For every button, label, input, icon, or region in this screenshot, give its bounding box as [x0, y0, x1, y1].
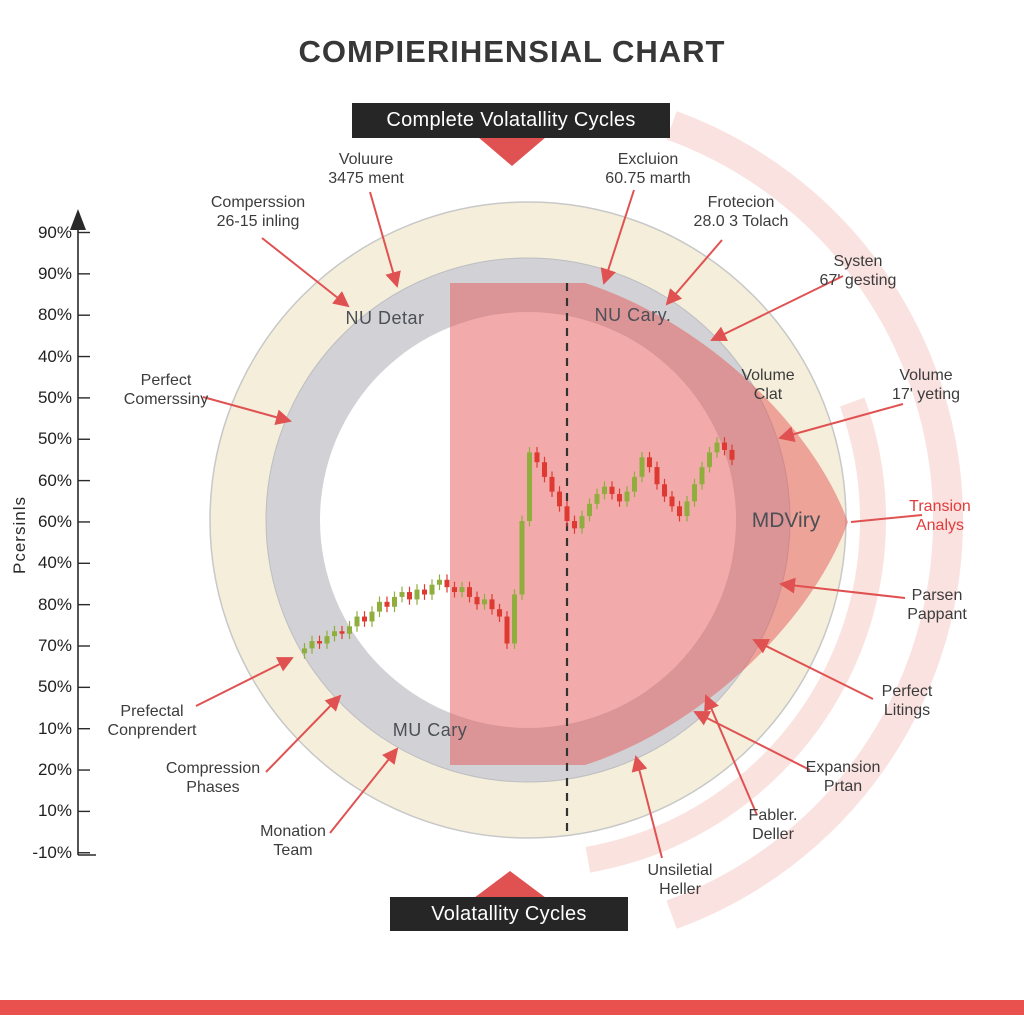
y-tick-label: 90% — [37, 263, 72, 283]
y-tick-label: 80% — [37, 594, 72, 614]
red-arrow — [779, 577, 906, 599]
y-tick-label: 40% — [37, 346, 72, 366]
red-arrow — [752, 639, 874, 700]
red-arrow — [710, 275, 844, 342]
callout-label-parsen-pappant: Parsen Pappant — [907, 587, 967, 624]
callout-label-frotecion: Frotecion 28.0 3 Tolach — [693, 194, 789, 231]
y-tick-label: 50% — [37, 429, 72, 449]
red-arrow — [265, 694, 342, 773]
callout-label-comperssion: Comperssion 26-15 inling — [210, 194, 306, 231]
callout-label-systen: Systen 67' gesting — [819, 253, 897, 290]
y-tick-label: 10% — [37, 718, 72, 738]
bottom-banner-label: Volatallity Cycles — [431, 902, 587, 925]
callout-label-perfect-comerssiny: Perfect Comerssiny — [123, 372, 209, 409]
callout-label-prefectal: Prefectal Conprendert — [107, 703, 197, 740]
callout-arrows — [195, 189, 923, 859]
y-tick-label: -10% — [32, 842, 72, 862]
faint-pink-arcs — [585, 111, 963, 929]
red-arrow — [665, 239, 723, 306]
red-arrow — [850, 514, 923, 523]
red-arrow — [778, 403, 904, 442]
callout-label-expansion-prtan: Expansion Prtan — [805, 759, 881, 796]
red-arrow — [631, 755, 663, 859]
bottom-red-bar — [0, 1000, 1024, 1015]
axis-arrowhead — [70, 209, 86, 230]
y-tick-label: 90% — [37, 222, 72, 242]
red-arrow — [202, 396, 292, 425]
candlestick-series — [302, 437, 735, 659]
banner-arrow-down — [478, 137, 546, 166]
y-tick-label: 80% — [37, 305, 72, 325]
axis-tick-marks — [78, 231, 90, 854]
y-tick-label: 50% — [37, 387, 72, 407]
callout-label-voluure: Voluure 3475 ment — [328, 151, 404, 188]
callout-label-compression-phases: Compression Phases — [165, 760, 261, 797]
callout-label-mu-cary: MU Cary — [392, 720, 468, 740]
callout-label-unsiletial-heller: Unsiletial Heller — [647, 862, 713, 899]
callout-label-volume-clat: Volume Clat — [741, 367, 795, 404]
top-banner-label: Complete Volatallity Cycles — [386, 109, 636, 131]
y-axis-title: Pcersinls — [10, 496, 29, 574]
red-arrow — [195, 657, 294, 707]
red-arrow — [329, 747, 399, 834]
banner-arrow-up — [474, 871, 546, 898]
red-arrow — [261, 237, 350, 308]
callout-label-mdviry: MDViry — [751, 509, 821, 532]
red-arrow — [693, 711, 811, 771]
y-tick-label: 70% — [37, 636, 72, 655]
callout-label-transion-analys: Transion Analys — [909, 498, 971, 535]
y-tick-label: 10% — [37, 801, 72, 821]
y-tick-label: 60% — [37, 470, 72, 490]
callout-label-fabler-deller: Fabler. Deller — [748, 807, 798, 844]
callout-label-excluion: Excluion 60.75 marth — [605, 151, 691, 188]
callout-label-volume-yeting: Volume 17' yeting — [892, 367, 960, 404]
red-arrow — [369, 191, 401, 288]
page-title: COMPIERIHENSIAL CHART — [298, 34, 726, 69]
callout-label-monation-team: Monation Team — [260, 823, 326, 860]
red-arrow — [600, 189, 635, 285]
callout-label-nu-detar: NU Detar — [345, 308, 425, 328]
red-arrow — [704, 694, 758, 816]
y-axis — [77, 222, 96, 856]
y-tick-label: 20% — [37, 760, 72, 780]
y-tick-label: 60% — [37, 511, 72, 531]
top-banner: Complete Volatallity Cycles — [352, 103, 670, 138]
y-tick-label: 40% — [37, 553, 72, 573]
callout-label-perfect-litings: Perfect Litings — [881, 683, 933, 720]
red-pennant-overlay — [450, 283, 848, 765]
y-tick-label: 50% — [37, 677, 72, 697]
bottom-banner: Volatallity Cycles — [390, 897, 628, 931]
callout-label-nu-cary: NU Cary. — [594, 305, 672, 325]
